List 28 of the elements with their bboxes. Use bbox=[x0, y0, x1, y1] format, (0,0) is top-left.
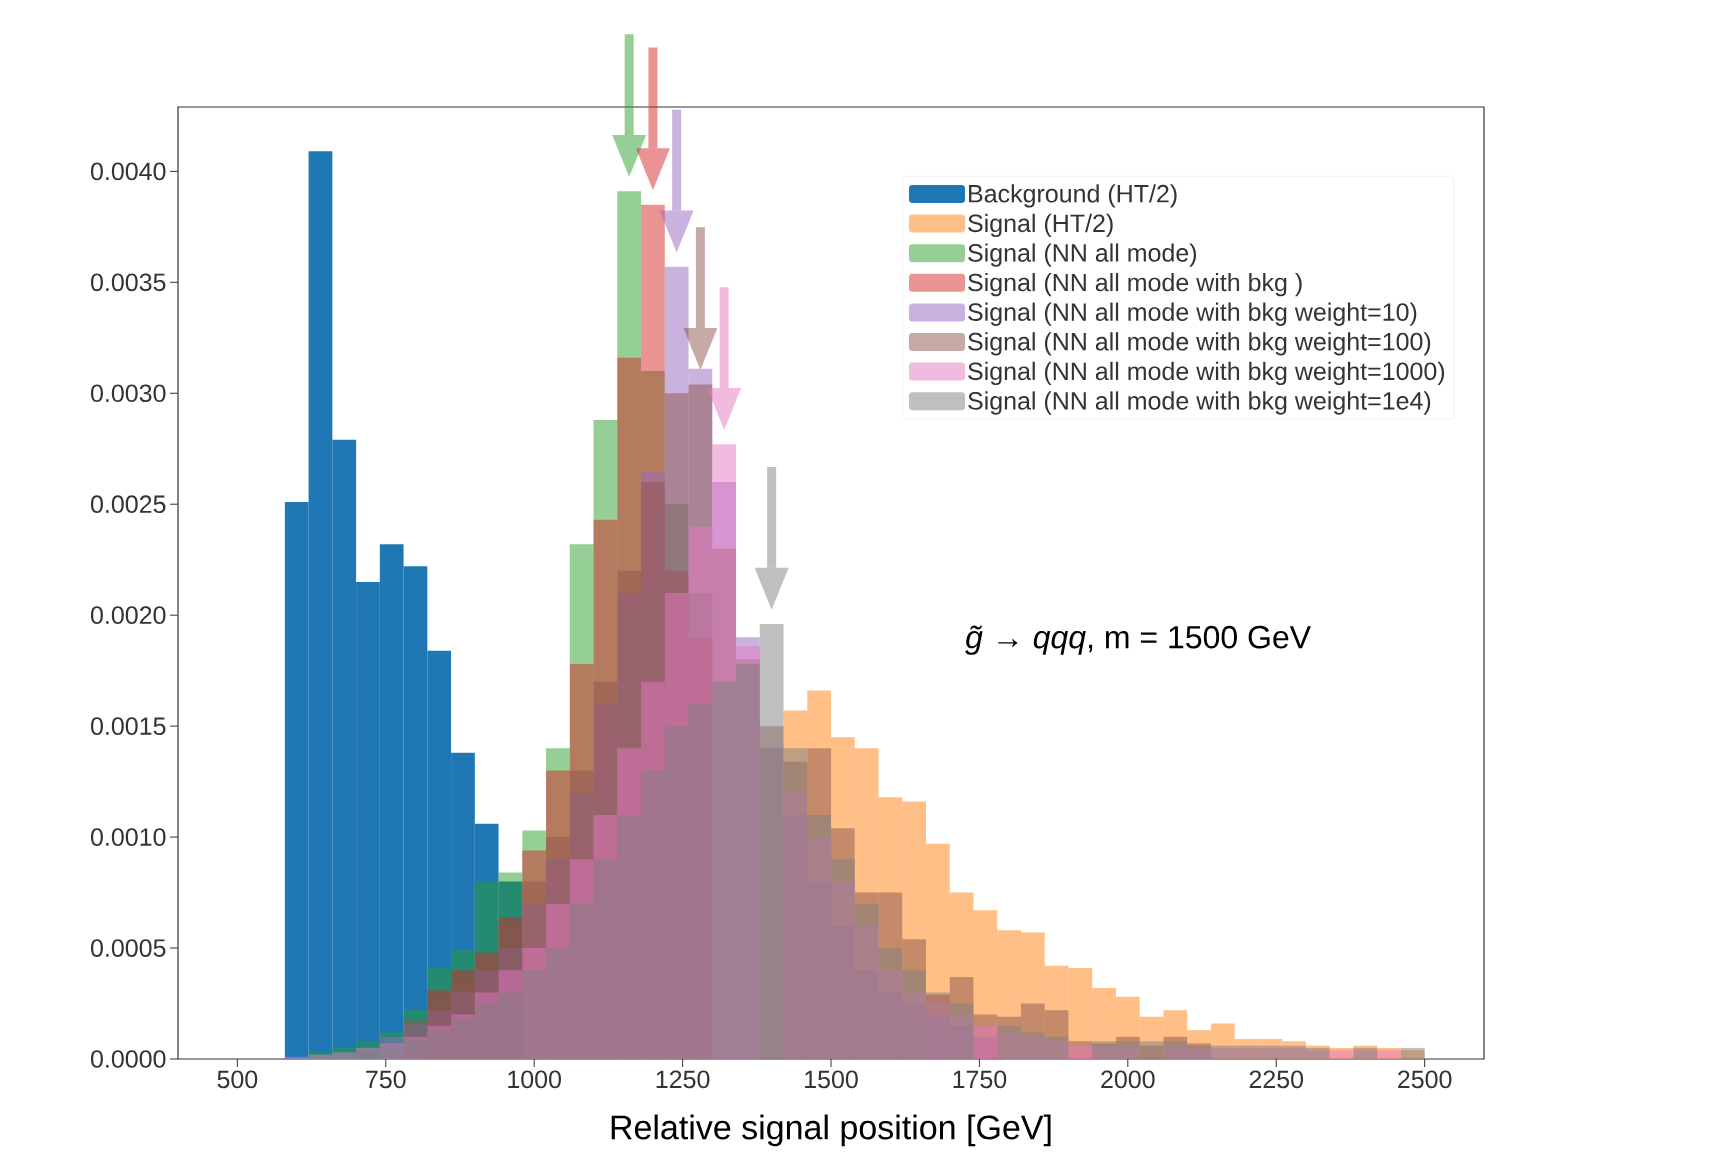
annotation: g̃ → qqq, m = 1500 GeV bbox=[965, 625, 1311, 655]
legend-label: Signal (NN all mode with bkg weight=1e4) bbox=[968, 391, 1431, 415]
x-tick-label: 2250 bbox=[1249, 1070, 1304, 1089]
x-tick-label: 1500 bbox=[805, 1070, 858, 1089]
x-tick-label: 2000 bbox=[1101, 1070, 1155, 1089]
y-tick-label: 0.0030 bbox=[91, 384, 166, 403]
x-tick-label: 1250 bbox=[656, 1070, 710, 1089]
legend-label: Signal (NN all mode with bkg weight=10) bbox=[968, 302, 1417, 326]
x-tick-label: 2500 bbox=[1398, 1070, 1452, 1089]
legend-label: Signal (HT/2) bbox=[968, 213, 1113, 238]
y-tick-label: 0.0005 bbox=[91, 939, 166, 957]
legend-label: Signal (NN all mode with bkg weight=100) bbox=[968, 332, 1431, 356]
x-axis-title: Relative signal position [GeV] bbox=[611, 1114, 1051, 1147]
y-tick-label: 0.0020 bbox=[91, 606, 166, 625]
legend-label: Signal (NN all mode with bkg ) bbox=[968, 272, 1302, 297]
x-tick-label: 1750 bbox=[953, 1070, 1007, 1089]
x-tick-label: 1000 bbox=[508, 1070, 561, 1089]
x-tick-label: 750 bbox=[366, 1070, 406, 1089]
x-tick-label: 500 bbox=[217, 1070, 258, 1089]
y-tick-label: 0.0015 bbox=[91, 717, 166, 735]
y-tick-label: 0.0000 bbox=[91, 1050, 166, 1068]
y-tick-label: 0.0010 bbox=[91, 828, 166, 846]
legend-label: Signal (NN all mode) bbox=[968, 243, 1197, 267]
y-tick-label: 0.0040 bbox=[91, 162, 166, 181]
legend-label: Background (HT/2) bbox=[969, 184, 1177, 208]
y-tick-label: 0.0035 bbox=[91, 273, 166, 292]
legend-label: Signal (NN all mode with bkg weight=1000) bbox=[968, 361, 1445, 386]
y-tick-label: 0.0025 bbox=[91, 495, 166, 514]
